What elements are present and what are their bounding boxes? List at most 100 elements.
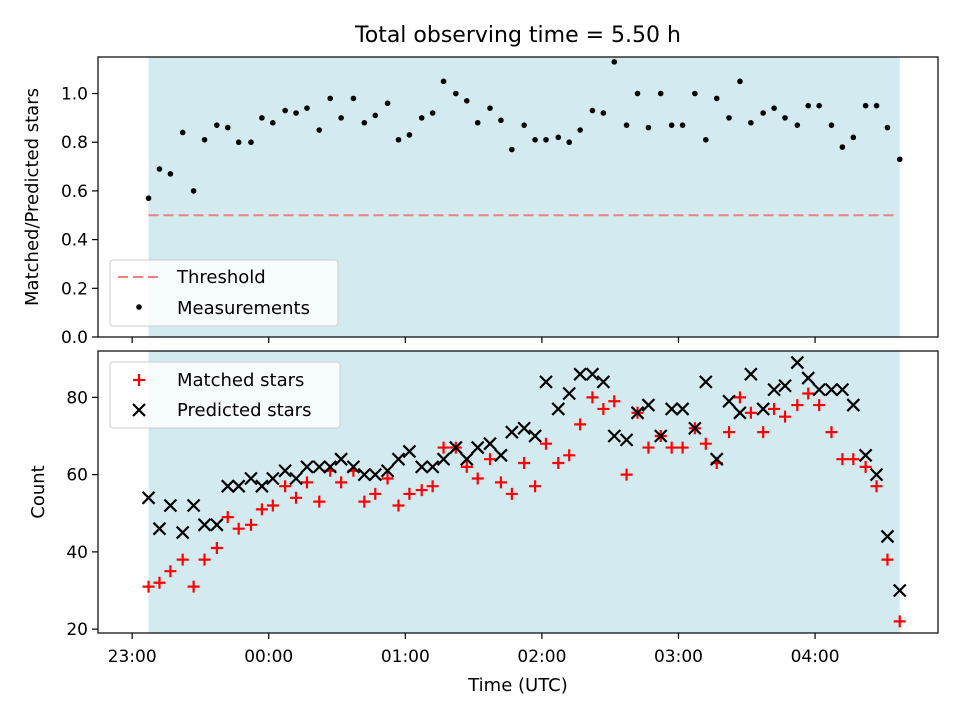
legend-matched-swatch xyxy=(133,374,145,386)
matched-star-point xyxy=(813,399,826,412)
predicted-star-point xyxy=(380,463,395,478)
measurement-point xyxy=(190,188,197,194)
measurement-point xyxy=(327,95,333,102)
matched-star-point xyxy=(870,480,883,493)
predicted-star-point xyxy=(653,429,668,443)
chart-title: Total observing time = 5.50 h xyxy=(354,23,681,48)
predicted-star-point xyxy=(266,471,280,486)
measurement-point xyxy=(816,102,822,109)
measurement-point xyxy=(543,136,549,143)
measurement-point xyxy=(384,100,391,107)
count-panel-frame xyxy=(97,350,939,634)
predicted-star-point xyxy=(470,440,485,455)
measurement-point xyxy=(577,127,583,133)
count-legend-box xyxy=(109,361,341,429)
matched-star-point xyxy=(723,426,736,439)
measurement-point xyxy=(600,110,607,116)
matched-star-point xyxy=(563,449,576,462)
matched-star-point xyxy=(369,487,382,500)
measurement-point xyxy=(440,78,447,85)
measurement-point xyxy=(737,78,743,85)
predicted-star-point xyxy=(436,452,451,466)
x-tick-label: 01:00 xyxy=(381,647,430,667)
x-tick-label: 02:00 xyxy=(517,647,566,667)
measurement-point xyxy=(657,90,664,97)
predicted-star-point xyxy=(824,382,839,397)
matched-star-point xyxy=(518,457,531,470)
measurement-point xyxy=(532,136,538,143)
measurement-point xyxy=(214,122,220,128)
predicted-star-point xyxy=(402,444,417,459)
matched-star-point xyxy=(802,387,815,400)
ratio-legend: Threshold Measurements xyxy=(109,259,339,327)
matched-star-point xyxy=(608,395,621,408)
predicted-star-point xyxy=(175,525,190,540)
matched-star-point xyxy=(494,476,507,489)
ratio-panel: 0.0 0.2 0.4 0.6 0.8 1.0 Matched/Predicted sta… xyxy=(22,56,939,348)
predicted-star-point xyxy=(141,491,156,505)
matched-star-point xyxy=(620,468,633,481)
predicted-star-point xyxy=(494,448,508,463)
measurement-point xyxy=(771,105,777,111)
measurement-point xyxy=(760,110,766,116)
measurement-point xyxy=(145,195,152,202)
measurement-point xyxy=(509,146,515,153)
matched-star-point xyxy=(471,472,484,485)
predicted-star-point xyxy=(460,452,474,466)
predicted-star-point xyxy=(664,402,679,416)
matched-star-point xyxy=(744,406,757,419)
predicted-star-point xyxy=(699,375,713,389)
y-tick-label: 80 xyxy=(66,388,88,408)
matched-star-point xyxy=(460,460,473,473)
legend-measurement-swatch xyxy=(136,304,142,310)
predicted-star-point xyxy=(210,518,224,532)
matched-star-point xyxy=(232,522,245,535)
matched-star-point xyxy=(279,480,292,493)
predicted-star-point xyxy=(425,460,440,474)
y-tick-label: 0.6 xyxy=(61,182,88,202)
matched-star-point xyxy=(300,476,313,489)
measurement-point xyxy=(167,171,174,177)
matched-star-point xyxy=(313,495,326,508)
measurement-point xyxy=(395,136,402,143)
matched-star-point xyxy=(791,399,804,412)
predicted-star-point xyxy=(163,498,178,513)
matched-star-point xyxy=(859,460,872,473)
predicted-star-point xyxy=(551,402,566,416)
predicted-star-point xyxy=(346,460,361,474)
predicted-star-point xyxy=(722,394,736,408)
measurement-point xyxy=(566,139,573,146)
measurement-point xyxy=(782,115,788,121)
matched-star-point xyxy=(290,491,303,504)
predicted-star-point xyxy=(675,402,690,416)
matched-star-point xyxy=(825,426,838,439)
predicted-star-point xyxy=(573,367,587,381)
x-axis-label: Time (UTC) xyxy=(467,675,568,696)
count-y-axis-label: Count xyxy=(28,465,49,518)
matched-star-point xyxy=(266,499,279,512)
predicted-star-point xyxy=(880,529,895,544)
predicted-star-point xyxy=(562,386,576,401)
matched-star-points xyxy=(142,387,906,628)
measurement-point xyxy=(713,95,720,102)
count-legend: Matched stars Predicted stars xyxy=(109,361,341,429)
matched-star-point xyxy=(392,499,405,512)
matched-star-point xyxy=(335,476,348,489)
matched-star-point xyxy=(847,453,860,466)
matched-star-point xyxy=(437,441,450,454)
measurement-point xyxy=(828,122,835,128)
predicted-star-point xyxy=(449,440,463,455)
predicted-star-point xyxy=(892,583,907,598)
predicted-star-point xyxy=(483,436,497,451)
matched-star-point xyxy=(893,615,906,628)
predicted-star-point xyxy=(220,479,235,493)
predicted-star-point xyxy=(607,429,622,443)
predicted-star-point xyxy=(368,467,383,482)
measurement-point xyxy=(794,122,801,128)
y-tick-label: 0.0 xyxy=(61,328,88,348)
predicted-star-point xyxy=(152,521,167,536)
measurement-point xyxy=(703,136,709,143)
predicted-star-point xyxy=(733,406,747,420)
measurement-point xyxy=(179,129,186,136)
